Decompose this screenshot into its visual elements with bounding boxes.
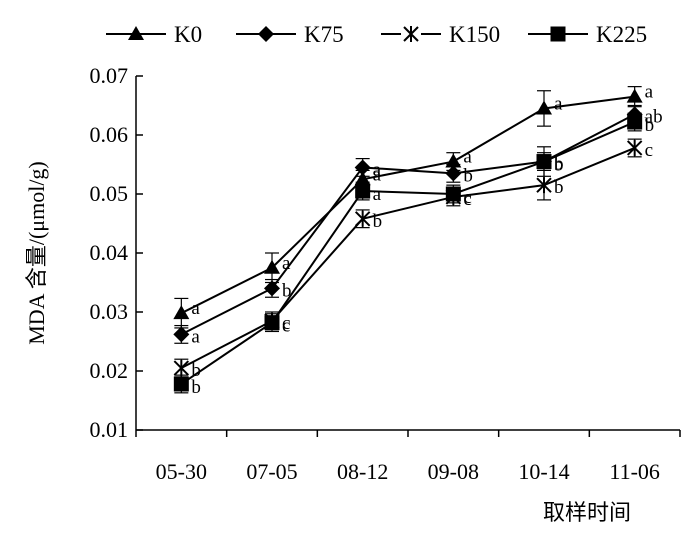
significance-label: a <box>373 184 382 205</box>
data-point <box>173 376 189 392</box>
data-point <box>536 177 552 194</box>
y-tick-label: 0.02 <box>90 358 129 383</box>
x-tick-label: 09-08 <box>428 459 479 484</box>
data-point <box>445 186 461 202</box>
data-point <box>264 315 280 331</box>
significance-label: c <box>463 189 471 210</box>
y-tick-label: 0.07 <box>90 63 129 88</box>
y-tick-label: 0.04 <box>90 240 129 265</box>
data-point <box>173 360 190 377</box>
significance-label: a <box>645 82 654 103</box>
significance-label: a <box>191 326 200 347</box>
significance-label: b <box>554 177 564 198</box>
data-point <box>626 139 643 156</box>
legend: K0 K75 K150 K225 <box>106 22 647 47</box>
data-point <box>445 165 462 182</box>
y-tick-label: 0.03 <box>90 299 129 324</box>
legend-item-k150: K150 <box>381 22 500 47</box>
data-point <box>355 183 371 199</box>
significance-label: c <box>463 187 471 208</box>
significance-label: a <box>554 93 563 114</box>
x-tick-label: 05-30 <box>156 459 207 484</box>
legend-item-k75: K75 <box>236 22 344 47</box>
data-point <box>173 326 190 343</box>
significance-label: b <box>463 165 473 186</box>
significance-label: b <box>554 154 564 175</box>
legend-item-k225: K225 <box>528 22 647 47</box>
legend-label: K150 <box>449 22 500 47</box>
significance-label: b <box>554 155 564 176</box>
x-tick-label: 07-05 <box>246 459 297 484</box>
significance-label: c <box>282 316 290 337</box>
series-line <box>180 113 636 336</box>
data-point <box>173 305 190 320</box>
x-axis-label: 取样时间 <box>543 500 631 525</box>
significance-label: c <box>282 313 290 334</box>
series-line <box>180 121 636 385</box>
significance-label: b <box>191 377 201 398</box>
y-tick-label: 0.01 <box>90 417 129 442</box>
significance-label: a <box>191 298 200 319</box>
series-k225: bca cbb <box>173 112 655 398</box>
data-point <box>626 88 643 103</box>
series-line <box>180 95 635 315</box>
legend-marker <box>550 26 566 42</box>
data-point <box>354 159 371 176</box>
significance-label: b <box>645 115 655 136</box>
significance-label: a <box>373 164 382 185</box>
x-tick-label: 08-12 <box>337 459 388 484</box>
y-tick-label: 0.05 <box>90 181 129 206</box>
significance-label: c <box>645 140 653 161</box>
significance-label: a <box>373 159 382 180</box>
legend-marker <box>258 26 274 42</box>
data-point <box>264 259 280 274</box>
data-point <box>627 114 643 130</box>
significance-label: a <box>282 253 291 274</box>
data-point <box>536 100 552 115</box>
legend-label: K0 <box>174 22 202 47</box>
significance-label: b <box>191 360 201 381</box>
y-axis-label: MDA 含量/(μmol/g) <box>24 161 49 345</box>
series-line <box>180 147 636 369</box>
y-tick-label: 0.06 <box>90 122 129 147</box>
data-point <box>536 154 552 170</box>
significance-label: a <box>463 147 472 168</box>
significance-label: b <box>373 211 383 232</box>
legend-marker <box>403 26 419 42</box>
significance-label: ab <box>645 106 663 127</box>
legend-label: K225 <box>596 22 647 47</box>
x-tick-label: 10-14 <box>518 459 569 484</box>
axes: 0.01 0.02 0.03 0.04 0.05 0.06 0.07 05-30 07-05 08… <box>90 63 681 484</box>
x-tick-label: 11-06 <box>609 459 660 484</box>
legend-marker <box>128 26 144 40</box>
legend-label: K75 <box>304 22 344 47</box>
significance-label: b <box>282 280 292 301</box>
legend-item-k0: K0 <box>106 22 202 47</box>
data-point <box>354 210 371 227</box>
data-point <box>264 280 280 297</box>
